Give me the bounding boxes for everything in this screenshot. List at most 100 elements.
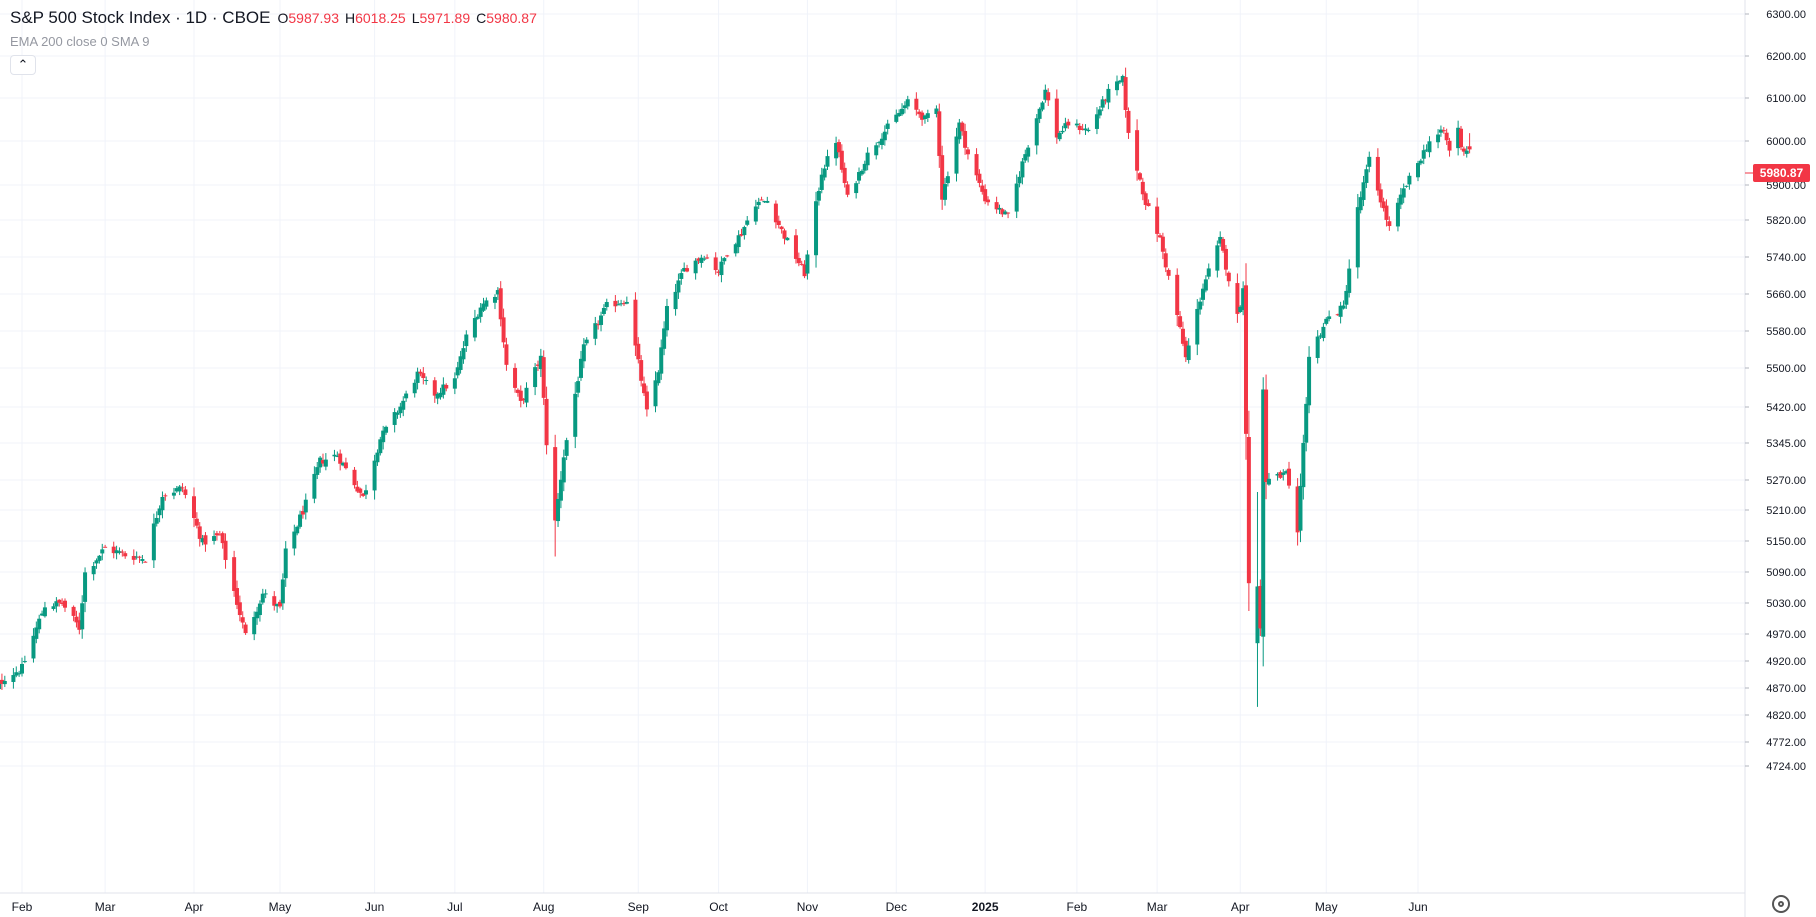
candle-body-up[interactable] [736, 235, 741, 248]
candle-body-up[interactable] [458, 356, 463, 370]
candle-body-up[interactable] [854, 183, 859, 194]
candle-body-down[interactable] [1295, 486, 1300, 533]
candle-body-up[interactable] [42, 607, 47, 617]
candle-body-down[interactable] [203, 535, 208, 545]
candle-body-up[interactable] [584, 339, 589, 344]
candle-body-up[interactable] [292, 531, 297, 549]
candle-body-up[interactable] [1017, 176, 1022, 184]
candle-body-up[interactable] [722, 258, 727, 262]
candle-body-down[interactable] [355, 486, 360, 492]
candle-body-up[interactable] [1301, 442, 1306, 488]
candle-body-up[interactable] [699, 257, 704, 263]
candle-body-up[interactable] [318, 457, 323, 468]
candle-body-down[interactable] [986, 199, 991, 203]
price-axis[interactable]: 6300.00 6200.00 6100.00 6000.00 5900.00 5820.… [1745, 9, 1806, 773]
candle-body-up[interactable] [117, 551, 122, 553]
candle-body-up[interactable] [1106, 88, 1111, 103]
candle-body-up[interactable] [34, 627, 39, 639]
candle-body-up[interactable] [1115, 81, 1120, 91]
candle-body-up[interactable] [1398, 194, 1403, 205]
candle-body-up[interactable] [745, 220, 750, 225]
candle-body-down[interactable] [994, 202, 999, 210]
candle-body-up[interactable] [323, 459, 328, 467]
candle-body-up[interactable] [558, 479, 563, 501]
candle-body-down[interactable] [914, 98, 919, 110]
candle-body-up[interactable] [578, 358, 583, 378]
candle-body-down[interactable] [498, 288, 503, 320]
candle-body-down[interactable] [553, 447, 558, 521]
candle-body-down[interactable] [725, 255, 730, 257]
candle-body-down[interactable] [940, 155, 945, 200]
candle-body-down[interactable] [1180, 328, 1185, 344]
candle-body-up[interactable] [934, 108, 939, 114]
candle-body-down[interactable] [920, 112, 925, 120]
candle-body-up[interactable] [283, 548, 288, 579]
candle-body-down[interactable] [194, 518, 199, 526]
candle-body-up[interactable] [100, 549, 105, 554]
candle-body-up[interactable] [673, 291, 678, 310]
candle-body-up[interactable] [1284, 471, 1289, 474]
candle-body-down[interactable] [776, 220, 781, 226]
candle-body-down[interactable] [0, 679, 4, 684]
candle-body-down[interactable] [696, 258, 701, 261]
candle-body-up[interactable] [897, 112, 902, 117]
candle-body-up[interactable] [576, 381, 581, 393]
candle-body-down[interactable] [799, 263, 804, 265]
candle-body-up[interactable] [859, 170, 864, 175]
candle-body-up[interactable] [573, 393, 578, 437]
candle-body-down[interactable] [1123, 77, 1128, 111]
candle-body-down[interactable] [779, 226, 784, 230]
candle-body-up[interactable] [857, 172, 862, 181]
candle-body-up[interactable] [733, 244, 738, 254]
candle-body-up[interactable] [412, 382, 417, 394]
candle-body-up[interactable] [22, 661, 27, 663]
candle-body-down[interactable] [358, 488, 363, 493]
candle-body-up[interactable] [624, 301, 629, 304]
candle-body-down[interactable] [977, 173, 982, 183]
candle-body-up[interactable] [455, 367, 460, 376]
candle-body-down[interactable] [613, 300, 618, 307]
candle-body-down[interactable] [74, 616, 79, 623]
candle-body-up[interactable] [1100, 99, 1105, 108]
candle-body-up[interactable] [1218, 236, 1223, 244]
candle-body-down[interactable] [232, 557, 237, 591]
candle-body-up[interactable] [1020, 161, 1025, 178]
candle-body-up[interactable] [805, 254, 810, 274]
candle-body-down[interactable] [639, 360, 644, 381]
candle-body-down[interactable] [234, 588, 239, 605]
candle-body-up[interactable] [1195, 308, 1200, 345]
candle-body-down[interactable] [1143, 193, 1148, 205]
candle-body-up[interactable] [785, 237, 790, 241]
candle-body-down[interactable] [518, 390, 523, 401]
candle-body-up[interactable] [80, 603, 85, 630]
collapse-legend-button[interactable]: ⌃ [10, 55, 36, 75]
candle-body-down[interactable] [57, 599, 62, 603]
candle-body-down[interactable] [541, 357, 546, 398]
candle-body-up[interactable] [561, 457, 566, 483]
candle-body-down[interactable] [1461, 148, 1466, 152]
candle-body-up[interactable] [1057, 133, 1062, 140]
candle-body-down[interactable] [1287, 468, 1292, 486]
candle-body-up[interactable] [404, 393, 409, 399]
candle-body-up[interactable] [524, 387, 529, 403]
candle-body-up[interactable] [260, 593, 265, 603]
candle-body-up[interactable] [1315, 336, 1320, 358]
candle-body-down[interactable] [1054, 98, 1059, 138]
candle-body-down[interactable] [937, 111, 942, 156]
candle-body-up[interactable] [662, 328, 667, 349]
candle-body-up[interactable] [753, 206, 758, 222]
candle-body-up[interactable] [2, 680, 7, 685]
candle-body-up[interactable] [398, 406, 403, 414]
candle-body-up[interactable] [157, 508, 162, 516]
candle-body-down[interactable] [217, 534, 222, 536]
candle-body-up[interactable] [604, 302, 609, 308]
candle-body-up[interactable] [564, 440, 569, 456]
candle-body-up[interactable] [997, 207, 1002, 210]
candle-body-down[interactable] [1258, 585, 1263, 629]
candle-body-up[interactable] [484, 300, 489, 307]
candle-body-up[interactable] [341, 462, 346, 466]
candle-body-up[interactable] [719, 261, 724, 276]
candle-body-up[interactable] [816, 190, 821, 201]
candle-body-down[interactable] [418, 371, 423, 374]
